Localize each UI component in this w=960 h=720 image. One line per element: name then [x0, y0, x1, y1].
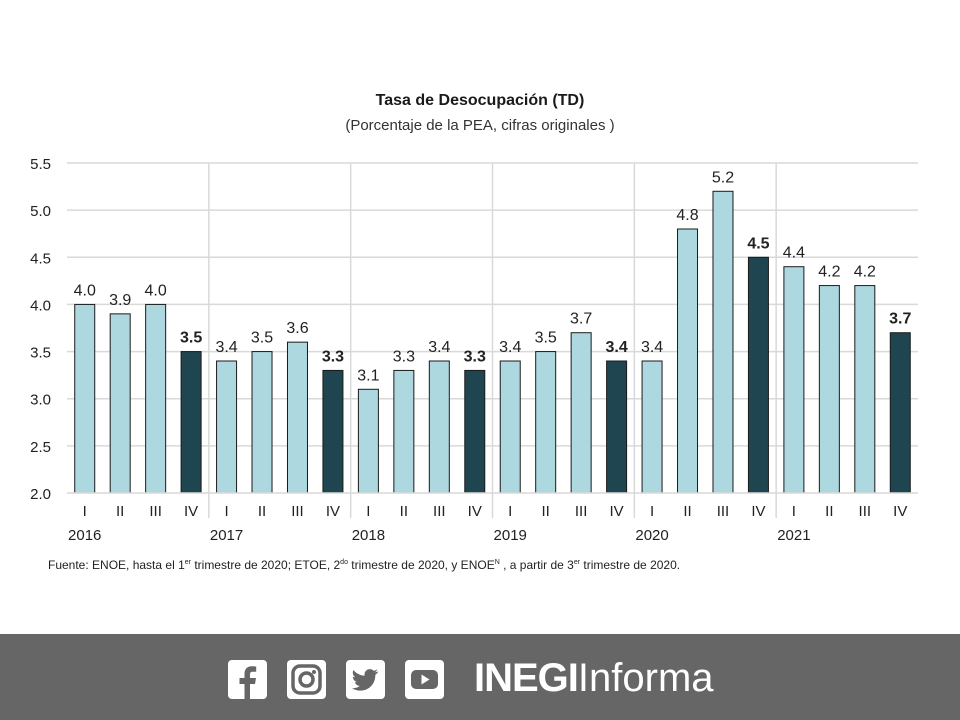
x-tick-label: III — [575, 503, 588, 520]
bar — [286, 341, 308, 494]
bar — [74, 303, 96, 494]
data-label: 3.4 — [499, 339, 521, 356]
data-label: 4.0 — [74, 282, 96, 299]
data-label: 3.3 — [322, 348, 344, 365]
bar — [818, 285, 840, 494]
x-tick-label: I — [508, 503, 512, 520]
x-tick-label: II — [258, 503, 266, 520]
y-tick-label: 4.5 — [30, 250, 51, 267]
data-label: 5.2 — [712, 169, 734, 186]
bar — [216, 360, 238, 494]
bar — [889, 332, 911, 494]
data-label: 3.4 — [428, 339, 450, 356]
x-year-label: 2020 — [635, 527, 668, 544]
x-year-label: 2018 — [352, 527, 385, 544]
y-tick-label: 3.0 — [30, 392, 51, 409]
x-tick-label: II — [116, 503, 124, 520]
data-label: 3.5 — [251, 330, 273, 347]
bar — [641, 360, 663, 494]
bar-chart: 2.02.53.03.54.04.55.05.54.0I20163.9II4.0… — [30, 156, 918, 544]
data-label: 3.5 — [535, 330, 557, 347]
x-tick-label: IV — [468, 503, 482, 520]
twitter-icon[interactable] — [346, 660, 385, 699]
x-tick-label: II — [400, 503, 408, 520]
bar — [180, 351, 202, 494]
x-year-label: 2017 — [210, 527, 243, 544]
data-label: 3.3 — [393, 348, 415, 365]
x-tick-label: III — [433, 503, 446, 520]
x-tick-label: II — [825, 503, 833, 520]
data-label: 3.7 — [889, 311, 911, 328]
x-tick-label: II — [542, 503, 550, 520]
x-tick-label: IV — [326, 503, 340, 520]
x-tick-label: IV — [184, 503, 198, 520]
y-tick-label: 3.5 — [30, 345, 51, 362]
x-tick-label: II — [683, 503, 691, 520]
bar — [109, 313, 131, 494]
y-tick-label: 2.0 — [30, 486, 51, 503]
x-tick-label: IV — [893, 503, 907, 520]
data-label: 4.2 — [854, 264, 876, 281]
data-label: 3.9 — [109, 292, 131, 309]
data-label: 4.0 — [145, 282, 167, 299]
inegi-informa-logo: INEGIInforma — [474, 656, 714, 700]
y-tick-label: 5.5 — [30, 156, 51, 173]
x-tick-label: IV — [751, 503, 765, 520]
bar — [854, 285, 876, 494]
x-tick-label: III — [149, 503, 162, 520]
bar — [535, 351, 557, 494]
facebook-icon[interactable] — [228, 660, 267, 699]
bar — [464, 369, 486, 494]
x-tick-label: III — [291, 503, 304, 520]
data-label: 3.5 — [180, 330, 202, 347]
data-label: 4.8 — [676, 207, 698, 224]
data-label: 3.4 — [215, 339, 237, 356]
brand-name-bold: INEGI — [474, 656, 579, 700]
chart-title: Tasa de Desocupación (TD) — [375, 92, 585, 109]
x-tick-label: I — [224, 503, 228, 520]
data-label: 4.2 — [818, 264, 840, 281]
data-label: 3.1 — [357, 367, 379, 384]
bar — [747, 256, 769, 494]
x-tick-label: I — [83, 503, 87, 520]
bar — [606, 360, 628, 494]
bar — [322, 369, 344, 494]
x-tick-label: IV — [610, 503, 624, 520]
youtube-icon[interactable] — [405, 660, 444, 699]
bar — [428, 360, 450, 494]
data-label: 3.4 — [641, 339, 663, 356]
instagram-icon[interactable] — [287, 660, 326, 699]
bar — [357, 388, 379, 494]
bar — [251, 351, 273, 494]
bar — [393, 369, 415, 494]
y-tick-label: 2.5 — [30, 439, 51, 456]
bar — [499, 360, 521, 494]
bar — [712, 190, 734, 494]
x-tick-label: III — [717, 503, 730, 520]
x-tick-label: I — [650, 503, 654, 520]
x-year-label: 2021 — [777, 527, 810, 544]
data-label: 4.5 — [747, 235, 769, 252]
brand-name-light: Informa — [577, 656, 714, 700]
bar — [783, 266, 805, 494]
y-tick-label: 5.0 — [30, 203, 51, 220]
data-label: 4.4 — [783, 245, 805, 262]
x-year-label: 2019 — [494, 527, 527, 544]
x-tick-label: III — [859, 503, 872, 520]
footer-bar — [0, 634, 960, 720]
chart-subtitle: (Porcentaje de la PEA, cifras originales… — [345, 117, 615, 134]
bar — [145, 303, 167, 494]
data-label: 3.6 — [286, 320, 308, 337]
x-tick-label: I — [366, 503, 370, 520]
bar — [570, 332, 592, 494]
source-note: Fuente: ENOE, hasta el 1er trimestre de … — [48, 558, 681, 572]
data-label: 3.4 — [605, 339, 627, 356]
y-tick-label: 4.0 — [30, 297, 51, 314]
data-label: 3.7 — [570, 311, 592, 328]
bar — [677, 228, 699, 494]
data-label: 3.3 — [464, 348, 486, 365]
x-year-label: 2016 — [68, 527, 101, 544]
x-tick-label: I — [792, 503, 796, 520]
